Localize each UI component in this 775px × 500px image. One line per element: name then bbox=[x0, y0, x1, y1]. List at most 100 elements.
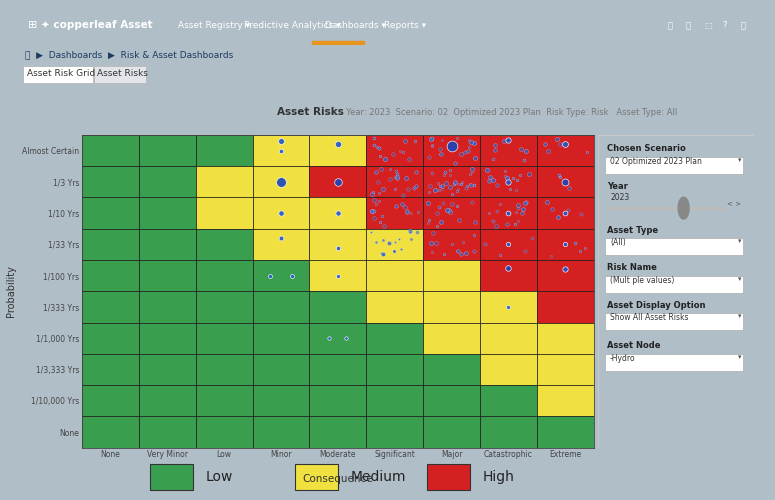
Point bbox=[460, 184, 472, 192]
Point bbox=[399, 137, 412, 145]
Bar bbox=[139, 416, 195, 448]
Point bbox=[453, 216, 465, 224]
Point bbox=[391, 167, 403, 175]
Text: Consequence: Consequence bbox=[302, 474, 373, 484]
Bar bbox=[423, 416, 480, 448]
Bar bbox=[537, 322, 594, 354]
Point bbox=[371, 143, 384, 151]
Point bbox=[372, 178, 384, 186]
Point bbox=[368, 142, 381, 150]
Point bbox=[432, 179, 445, 187]
Point bbox=[455, 250, 467, 258]
Point bbox=[388, 173, 401, 181]
Point bbox=[498, 172, 511, 179]
Text: ▾: ▾ bbox=[739, 354, 742, 360]
Point bbox=[422, 200, 435, 207]
Bar bbox=[480, 322, 537, 354]
Point bbox=[440, 180, 453, 188]
Bar bbox=[312, 40, 364, 45]
Point bbox=[523, 170, 536, 178]
Text: High: High bbox=[483, 470, 515, 484]
Bar bbox=[309, 322, 367, 354]
Bar bbox=[253, 354, 309, 385]
Text: -Hydro: -Hydro bbox=[610, 354, 636, 363]
Point bbox=[484, 172, 496, 180]
Point bbox=[411, 228, 423, 236]
Point bbox=[462, 146, 474, 154]
Bar bbox=[480, 292, 537, 322]
Point bbox=[374, 248, 387, 256]
Point bbox=[450, 188, 463, 196]
Point bbox=[443, 206, 456, 214]
Bar bbox=[82, 322, 139, 354]
Text: 🏠  ▶  Dashboards  ▶  Risk & Asset Dashboards: 🏠 ▶ Dashboards ▶ Risk & Asset Dashboards bbox=[26, 50, 233, 59]
Point bbox=[487, 217, 500, 225]
Text: Year: Year bbox=[607, 182, 628, 191]
Point bbox=[432, 186, 445, 194]
Point bbox=[502, 303, 515, 311]
Point bbox=[510, 186, 522, 194]
Point bbox=[446, 190, 459, 198]
Point bbox=[502, 178, 515, 186]
Point bbox=[275, 209, 288, 217]
Bar bbox=[367, 416, 423, 448]
Point bbox=[286, 272, 298, 280]
Point bbox=[456, 178, 468, 186]
Point bbox=[440, 206, 453, 214]
Point bbox=[383, 240, 395, 248]
Point bbox=[264, 272, 276, 280]
Point bbox=[454, 150, 467, 158]
Point bbox=[332, 272, 344, 280]
Point bbox=[394, 146, 406, 154]
Point bbox=[388, 238, 401, 246]
Text: 👤: 👤 bbox=[741, 21, 746, 30]
Point bbox=[446, 200, 458, 208]
Text: Chosen Scenario: Chosen Scenario bbox=[607, 144, 686, 154]
Point bbox=[489, 140, 501, 148]
Point bbox=[425, 134, 438, 142]
Point bbox=[490, 222, 502, 230]
Point bbox=[366, 208, 378, 216]
Bar bbox=[139, 166, 195, 198]
Point bbox=[391, 172, 403, 180]
Point bbox=[389, 202, 401, 210]
Bar bbox=[139, 292, 195, 322]
Point bbox=[366, 207, 378, 215]
Point bbox=[563, 184, 575, 192]
Point bbox=[368, 214, 381, 222]
Point bbox=[393, 235, 405, 243]
Text: Dashboards ▾: Dashboards ▾ bbox=[325, 21, 386, 30]
Bar bbox=[195, 292, 253, 322]
Point bbox=[423, 153, 436, 161]
Point bbox=[517, 205, 529, 213]
Point bbox=[562, 206, 574, 214]
Bar bbox=[82, 166, 139, 198]
Bar bbox=[82, 416, 139, 448]
Bar bbox=[253, 135, 309, 166]
Point bbox=[510, 208, 522, 216]
Point bbox=[425, 248, 438, 256]
Text: Risk Name: Risk Name bbox=[607, 263, 656, 272]
Point bbox=[377, 250, 390, 258]
Point bbox=[461, 182, 474, 190]
Text: (All): (All) bbox=[610, 238, 625, 247]
Bar bbox=[423, 292, 480, 322]
Point bbox=[489, 146, 501, 154]
Point bbox=[401, 208, 413, 216]
Point bbox=[551, 213, 563, 221]
Text: Asset Registry ▾: Asset Registry ▾ bbox=[177, 21, 250, 30]
Point bbox=[553, 173, 566, 181]
Point bbox=[511, 176, 523, 184]
Point bbox=[446, 240, 458, 248]
Point bbox=[463, 144, 475, 152]
Bar bbox=[82, 135, 139, 166]
Bar bbox=[537, 292, 594, 322]
Point bbox=[451, 134, 463, 141]
Point bbox=[467, 181, 480, 189]
Point bbox=[377, 212, 389, 220]
Text: Asset Risks: Asset Risks bbox=[98, 69, 148, 78]
Bar bbox=[253, 166, 309, 198]
Bar bbox=[195, 135, 253, 166]
Point bbox=[367, 188, 380, 196]
Bar bbox=[309, 354, 367, 385]
